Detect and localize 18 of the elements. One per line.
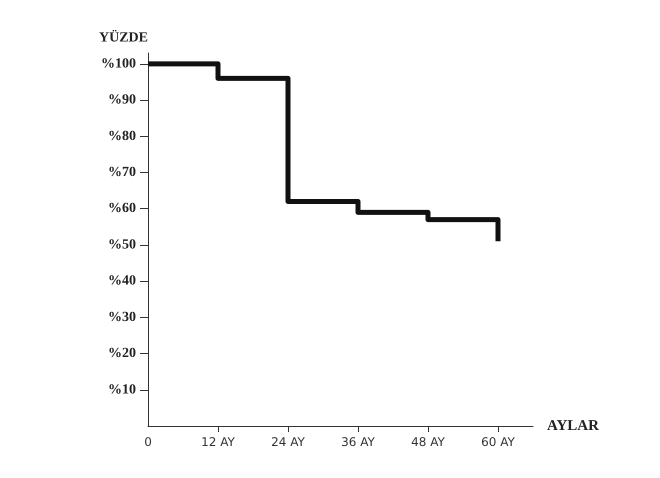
y-tick-label: %20: [108, 346, 136, 362]
x-tick-label: 0: [144, 435, 152, 449]
y-tick-label: %60: [108, 201, 136, 216]
y-tick-label: %10: [108, 382, 136, 398]
y-tick-label: %50: [108, 237, 136, 252]
y-tick-label: %100: [101, 56, 136, 72]
x-tick-label: 12 AY: [201, 435, 236, 449]
x-tick-label: 36 AY: [341, 435, 376, 449]
x-tick-label: 24 AY: [271, 435, 306, 449]
y-axis-title: YÜZDE: [98, 30, 148, 46]
x-tick-label: 48 AY: [411, 435, 446, 449]
y-tick-label: %90: [108, 92, 136, 108]
y-tick-label: %70: [108, 165, 136, 180]
y-tick-label: %30: [108, 310, 136, 325]
x-axis-title: AYLAR: [547, 418, 600, 434]
y-tick-label: %40: [108, 274, 136, 289]
x-tick-label: 60 AY: [481, 435, 516, 449]
y-tick-label: %80: [108, 128, 136, 144]
